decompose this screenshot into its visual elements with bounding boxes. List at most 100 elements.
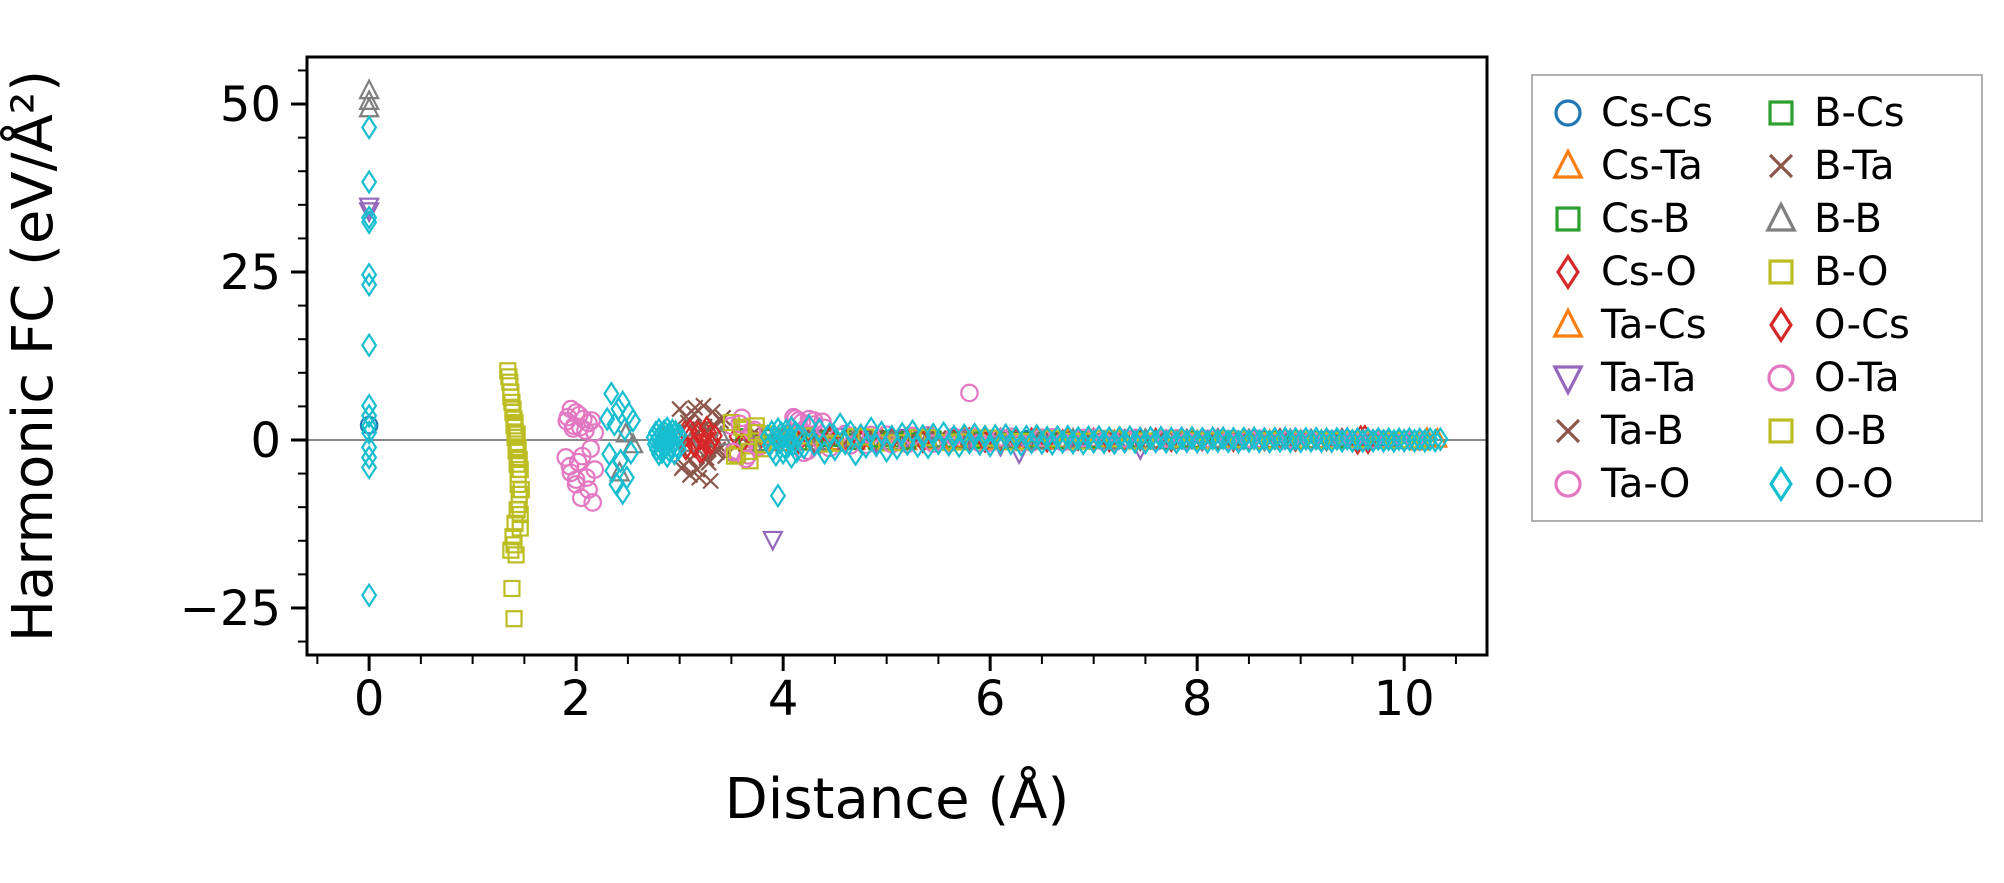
data-point (1313, 428, 1330, 454)
data-point (360, 262, 378, 288)
data-point (706, 423, 723, 449)
data-point (1432, 426, 1449, 452)
x-axis-title: Distance (Å) (725, 766, 1070, 832)
triangle-up-marker-icon (1765, 200, 1797, 232)
legend-label: B-B (1814, 195, 1882, 242)
data-point (1189, 429, 1206, 455)
ticks-layer: 0 2 4 6 8 10 −25 0 25 50 (180, 69, 1457, 727)
data-point (579, 480, 598, 500)
square-marker-icon (1768, 417, 1794, 444)
circle-marker-icon (1554, 469, 1582, 498)
data-point (614, 480, 631, 506)
data-point (624, 407, 642, 434)
data-point (358, 88, 380, 110)
legend-item-B-B: B-B (1762, 199, 1975, 239)
data-point (508, 501, 526, 519)
data-point (1339, 426, 1356, 452)
thin-diamond-marker-icon (1769, 306, 1793, 343)
square-marker-icon (1768, 99, 1794, 126)
data-point (566, 470, 586, 489)
y-axis-title: Harmonic FC (eV/Å²) (0, 70, 66, 642)
data-point (788, 438, 805, 464)
data-point (1054, 429, 1071, 455)
legend-item-Cs-B: Cs-B (1549, 199, 1762, 239)
data-point (1085, 429, 1102, 455)
x-marker-icon (1555, 418, 1581, 443)
data-point (1333, 428, 1351, 454)
data-point (940, 432, 957, 458)
data-point (606, 412, 623, 438)
triangle-up-marker-icon (1552, 306, 1584, 338)
y-tick-label: 25 (220, 245, 281, 301)
data-point (512, 481, 530, 499)
data-point (1271, 428, 1289, 454)
data-point (506, 514, 524, 532)
data-point (1396, 428, 1413, 454)
triangle-down-marker-icon (1552, 364, 1584, 396)
data-point (360, 169, 378, 195)
data-point (1301, 431, 1321, 451)
data-point (511, 460, 529, 479)
data-point (622, 432, 644, 454)
data-point (710, 424, 732, 446)
data-point (1406, 428, 1423, 454)
data-point (509, 438, 527, 456)
legend-label: B-Cs (1814, 89, 1905, 136)
data-point (507, 546, 525, 564)
data-point (360, 272, 378, 298)
data-point (360, 455, 378, 481)
data-point (873, 420, 890, 446)
legend-label: O-Ta (1814, 354, 1900, 401)
data-point (1095, 429, 1113, 455)
thin-diamond-marker-icon (1769, 465, 1793, 502)
data-point (761, 530, 784, 552)
legend-item-B-O: B-O (1762, 252, 1975, 292)
data-point (612, 448, 629, 474)
legend-item-B-Cs: B-Cs (1762, 93, 1975, 133)
data-point (754, 436, 773, 454)
data-point (1251, 428, 1268, 454)
data-point (358, 197, 380, 219)
legend-item-O-O: O-O (1762, 464, 1975, 504)
data-point (506, 413, 524, 432)
data-point (847, 441, 864, 467)
data-point (610, 396, 627, 422)
data-point (1033, 430, 1051, 456)
data-point (618, 465, 635, 491)
legend-item-O-Ta: O-Ta (1762, 358, 1975, 398)
data-point (1344, 428, 1361, 454)
square-marker-icon (1768, 258, 1794, 285)
data-point (360, 403, 378, 429)
data-point (582, 411, 601, 430)
data-point (622, 440, 640, 466)
legend-item-Ta-O: Ta-O (1549, 464, 1762, 504)
legend-label: O-B (1814, 407, 1888, 454)
circle-marker-icon (1554, 98, 1582, 127)
legend-label: Cs-B (1601, 195, 1691, 242)
data-point (800, 413, 818, 439)
data-point (360, 209, 378, 235)
data-point (360, 444, 378, 470)
data-point (769, 483, 787, 509)
x-tick-label: 10 (1374, 671, 1435, 727)
data-point (686, 399, 704, 417)
data-point (1245, 425, 1263, 451)
thin-diamond-marker-icon (1556, 253, 1580, 290)
data-point (1177, 431, 1197, 451)
legend-label: Cs-Cs (1601, 89, 1713, 136)
legend-label: Cs-O (1601, 248, 1697, 295)
data-point (1147, 428, 1164, 454)
data-point (360, 420, 378, 446)
axes-frame (305, 55, 1489, 657)
data-point (992, 430, 1009, 456)
data-point (681, 466, 699, 484)
data-point (1178, 428, 1195, 454)
plot-content (307, 78, 1487, 628)
legend-label: Ta-O (1601, 460, 1691, 507)
data-point (1158, 429, 1175, 455)
data-point (504, 528, 522, 546)
data-point (831, 412, 849, 438)
data-point (909, 433, 926, 459)
data-point (585, 423, 605, 442)
